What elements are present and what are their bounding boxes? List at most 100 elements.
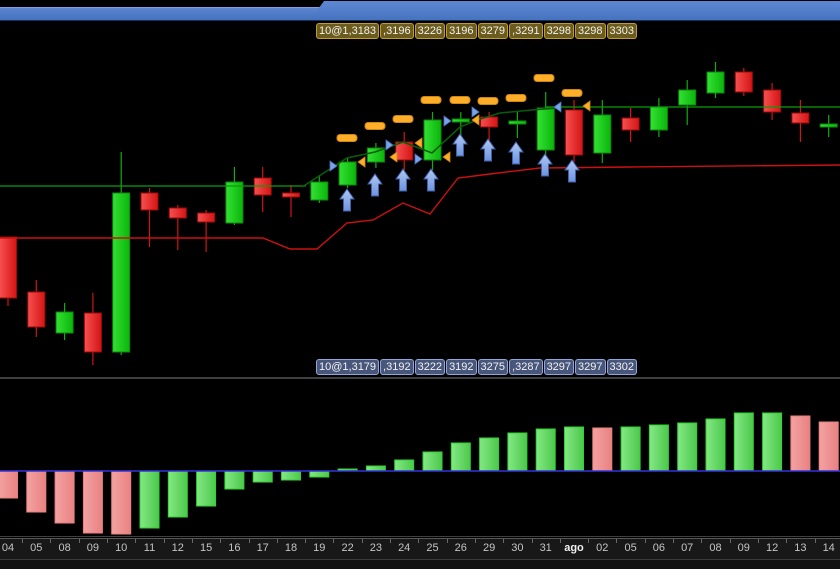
time-axis-label: 24 — [398, 542, 411, 554]
triangle-right-blue-icon — [443, 115, 452, 127]
histogram-bar-down — [818, 421, 839, 472]
histogram-bar-up — [394, 459, 415, 472]
time-axis-label: 19 — [313, 542, 326, 554]
time-axis-tick — [22, 539, 24, 543]
candlestick-down — [0, 236, 17, 299]
time-axis-label: 30 — [511, 542, 524, 554]
triangle-left-orange-icon — [582, 100, 591, 112]
time-axis-label: 17 — [256, 542, 269, 554]
time-axis-label: 22 — [341, 542, 354, 554]
time-axis-label: 26 — [454, 542, 467, 554]
time-axis-tick — [644, 539, 646, 543]
candlestick-up — [678, 89, 697, 106]
quote-bottom-value: 3192 — [446, 359, 477, 375]
histogram-bar-up — [648, 424, 669, 472]
buy-signal-arrow-icon — [537, 153, 553, 177]
candlestick-down — [197, 212, 216, 223]
time-axis-label: 14 — [822, 542, 835, 554]
time-axis-tick — [446, 539, 448, 543]
candlestick-down — [140, 192, 159, 211]
time-axis-tick — [673, 539, 675, 543]
quote-bottom-value: 3302 — [606, 359, 638, 375]
triangle-left-orange-icon — [471, 114, 480, 126]
buy-signal-arrow-icon — [452, 133, 468, 157]
histogram-bar-up — [167, 470, 188, 518]
time-axis-tick — [503, 539, 505, 543]
quote-bottom-value: 10@1,3179 — [316, 359, 380, 375]
time-axis-label: 16 — [228, 542, 241, 554]
triangle-right-blue-icon — [414, 153, 423, 165]
time-axis-tick — [531, 539, 533, 543]
time-axis-tick — [220, 539, 222, 543]
time-axis-label: 05 — [624, 542, 637, 554]
time-axis-label: 12 — [765, 542, 779, 554]
histogram-bar-down — [592, 427, 613, 472]
time-axis-label: 29 — [482, 542, 496, 554]
candlestick-up — [366, 147, 385, 163]
candlestick-up — [706, 71, 725, 94]
histogram-bar-down — [54, 470, 75, 524]
candlestick-up — [112, 192, 131, 353]
histogram-bar-up — [281, 470, 301, 481]
time-axis-tick — [248, 539, 250, 543]
time-axis-label: 06 — [652, 542, 666, 554]
candlestick-up — [819, 123, 838, 128]
candlestick-up — [225, 181, 244, 224]
quote-top-value: 3303 — [606, 23, 638, 39]
time-axis-label: 02 — [596, 542, 609, 554]
histogram-bar-down — [26, 470, 47, 513]
histogram-bar-up — [422, 451, 443, 472]
triangle-right-blue-icon — [329, 160, 338, 172]
buy-signal-arrow-icon — [395, 168, 411, 192]
histogram-bar-up — [450, 442, 471, 472]
time-axis-label: 08 — [58, 542, 71, 554]
time-axis-label: 13 — [794, 542, 807, 554]
triangle-left-orange-icon — [442, 151, 451, 163]
time-axis[interactable]: 04 05 08 09 10 11 12 15 16 17 18 19 22 23 24 25 26 29 30 31… — [0, 538, 840, 559]
histogram-bar-up — [620, 426, 641, 472]
time-axis-tick — [50, 539, 52, 543]
quote-bottom-value: 3222 — [414, 359, 446, 375]
time-axis-label: 04 — [1, 542, 15, 554]
triangle-left-orange-icon — [357, 156, 366, 168]
histogram-bar-up — [252, 470, 273, 483]
panel-divider — [0, 536, 840, 537]
candlestick-up — [310, 181, 329, 201]
buy-signal-arrow-icon — [564, 159, 580, 183]
quote-top-value: 3196 — [446, 23, 477, 39]
time-axis-label: 15 — [199, 542, 213, 554]
candlestick-up — [508, 120, 527, 125]
candlestick-up — [649, 106, 668, 131]
candlestick-down — [168, 207, 187, 219]
candlestick-down — [282, 192, 300, 198]
quote-top-value: 3298 — [575, 23, 606, 39]
time-axis-tick — [588, 539, 590, 543]
candlestick-up — [451, 118, 470, 123]
candlestick-down — [565, 109, 583, 156]
time-axis-label: 31 — [539, 542, 552, 554]
bottom-panel-edge — [0, 559, 840, 569]
orange-dash-marker — [449, 96, 471, 104]
quote-bottom-value: ,3192 — [380, 359, 414, 375]
quote-strip-top: 10@1,3183,3196 3226 3196 3279,3291 3298 3298 3… — [316, 23, 638, 39]
orange-dash-marker — [477, 97, 499, 105]
triangle-left-orange-icon — [389, 151, 398, 163]
orange-dash-marker — [420, 96, 442, 104]
time-axis-label: 25 — [426, 542, 439, 554]
histogram-bar-down — [790, 415, 811, 472]
time-axis-tick — [729, 539, 731, 543]
time-axis-label: 10 — [115, 542, 128, 554]
candlestick-down — [791, 112, 810, 124]
candlestick-down — [734, 71, 753, 93]
quote-bottom-value: ,3287 — [509, 359, 543, 375]
red-stop-line — [0, 164, 840, 250]
candlestick-down — [763, 89, 782, 113]
histogram-bar-up — [733, 412, 754, 472]
time-axis-label: 09 — [86, 542, 100, 554]
quote-top-value: ,3291 — [509, 23, 543, 39]
quote-bottom-value: 3275 — [477, 359, 509, 375]
time-axis-tick — [163, 539, 165, 543]
triangle-right-blue-icon — [471, 106, 480, 118]
active-chart-tab[interactable] — [310, 1, 840, 20]
